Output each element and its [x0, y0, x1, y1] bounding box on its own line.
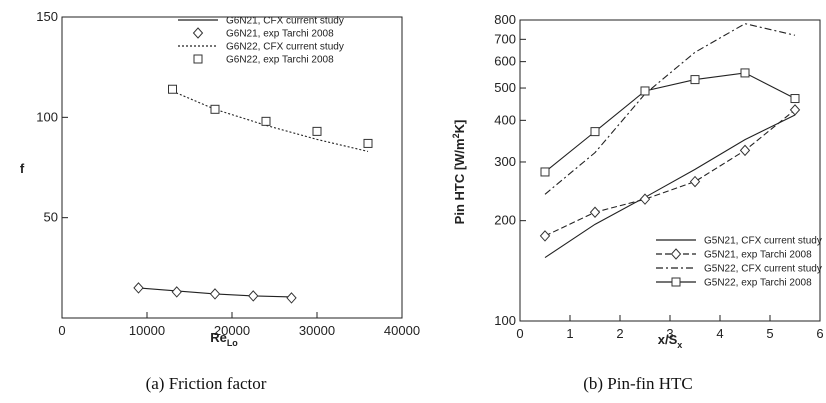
x-tick-label: 3: [666, 326, 673, 341]
y-axis-label-b: Pin HTC [W/m2K]: [451, 120, 467, 225]
legend-b: G5N21, CFX current study G5N21, exp Tarch…: [656, 236, 822, 289]
series-group-b: [539, 23, 801, 259]
data-point-2: [248, 290, 259, 302]
x-axis-label-a-main: Re: [210, 330, 227, 345]
y-axis-label-a: f: [20, 161, 25, 176]
legend-marker-4: [193, 54, 203, 64]
data-point-4: [363, 138, 373, 148]
series-line-2: [544, 109, 796, 237]
legend-label-4: G6N22, exp Tarchi 2008: [226, 55, 334, 66]
legend-label-1: G6N21, CFX current study: [226, 16, 344, 27]
series-line-1: [544, 114, 796, 259]
x-tick-label: 4: [716, 326, 723, 341]
y-axis-label-b-post: K]: [452, 120, 467, 134]
y-tick-label: 200: [494, 213, 516, 228]
x-tick-label: 0: [58, 323, 65, 338]
data-point-2: [286, 292, 297, 304]
x-axis-label-a-sub: Lo: [227, 338, 238, 348]
data-point-4: [690, 75, 700, 85]
data-point-2: [539, 230, 551, 242]
data-point-4: [312, 126, 322, 136]
data-point-2: [789, 104, 801, 116]
x-tick-label: 2: [616, 326, 623, 341]
data-point-4: [168, 84, 177, 94]
y-tick-label: 800: [494, 12, 516, 27]
data-point-4: [540, 167, 550, 177]
x-tick-label: 20000: [214, 323, 250, 338]
caption-b: (b) Pin-fin HTC: [583, 374, 693, 393]
series-line-3: [544, 23, 796, 195]
y-tick-label: 300: [494, 154, 516, 169]
y-tick-label: 100: [36, 109, 58, 124]
friction-factor-chart: 0 10000 20000 30000 40000 50 100 150 G6N21, CFX…: [20, 9, 420, 393]
plot-frame-b: [519, 19, 821, 322]
y-tick-label: 50: [44, 210, 58, 225]
y-tick-label: 500: [494, 80, 516, 95]
y-tick-label: 700: [494, 31, 516, 46]
data-point-2: [209, 288, 221, 300]
data-point-4: [210, 104, 220, 114]
legend-label-3: G6N22, CFX current study: [226, 42, 344, 53]
legend-marker-2: [670, 248, 682, 260]
data-point-2: [133, 282, 144, 294]
tick-group-a: 0 10000 20000 30000 40000 50 100 150: [36, 9, 420, 338]
y-tick-label: 150: [36, 9, 58, 24]
legend-marker-4: [671, 277, 681, 287]
data-point-2: [589, 206, 601, 218]
x-tick-label: 0: [516, 326, 523, 341]
legend-label-2: G5N21, exp Tarchi 2008: [704, 250, 812, 261]
data-point-2: [739, 144, 751, 157]
x-tick-label: 5: [766, 326, 773, 341]
legend-a: G6N21, CFX current study G6N21, exp Tarch…: [178, 16, 344, 66]
tick-group-b: 0 1 2 3 4 5 6 100 200 300 400 500 600 700 800: [494, 12, 823, 341]
legend-label-3: G5N22, CFX current study: [704, 264, 822, 275]
data-point-2: [171, 286, 182, 298]
x-tick-label: 6: [816, 326, 823, 341]
legend-label-1: G5N21, CFX current study: [704, 236, 822, 247]
x-axis-label-b-main: x/S: [658, 332, 678, 347]
y-tick-label: 100: [494, 313, 516, 328]
x-tick-label: 10000: [129, 323, 165, 338]
legend-label-2: G6N21, exp Tarchi 2008: [226, 29, 334, 40]
pin-fin-htc-chart: 0 1 2 3 4 5 6 100 200 300 400 500 600 700 800 G5N21, C…: [451, 12, 824, 393]
caption-a: (a) Friction factor: [146, 374, 267, 393]
y-axis-label-b-pre: Pin HTC [W/m: [452, 138, 467, 224]
data-point-4: [790, 94, 800, 104]
data-point-2: [639, 193, 651, 205]
x-tick-label: 1: [566, 326, 573, 341]
x-axis-label-b-sub: x: [677, 340, 682, 350]
y-axis-label-b-sup: 2: [451, 133, 461, 138]
x-tick-label: 40000: [384, 323, 420, 338]
x-tick-label: 30000: [299, 323, 335, 338]
legend-marker-2: [192, 27, 204, 39]
data-point-4: [640, 86, 650, 96]
series-line-4: [544, 72, 796, 173]
y-tick-label: 400: [494, 112, 516, 127]
series-group-a: [133, 84, 373, 304]
legend-label-4: G5N22, exp Tarchi 2008: [704, 278, 812, 289]
x-axis-label-b: x/Sx: [658, 332, 683, 350]
data-point-4: [740, 68, 750, 78]
y-tick-label: 600: [494, 54, 516, 69]
data-point-2: [689, 175, 701, 188]
data-point-4: [261, 116, 271, 126]
x-axis-label-a: ReLo: [210, 330, 238, 348]
data-point-4: [590, 127, 600, 137]
